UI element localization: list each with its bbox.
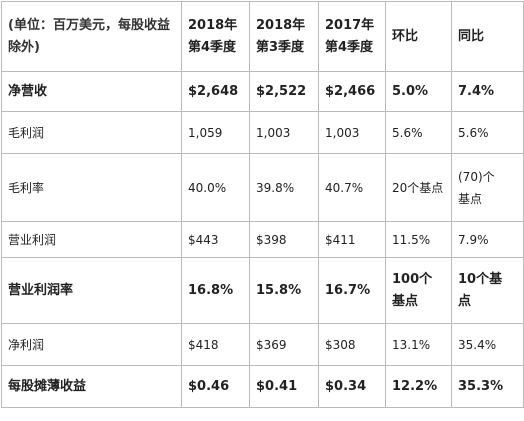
table-row: 毛利润 1,059 1,003 1,003 5.6% 5.6% [1,111,524,154]
table-cell: 1,003 [249,111,319,154]
table-cell: 环比 [385,1,452,72]
table-cell: 5.0% [385,71,452,112]
table-row: 营业利润率 16.8% 15.8% 16.7% 100个 基点 10个基点 [1,257,524,324]
table-cell: 15.8% [249,257,319,324]
page: (单位：百万美元，每股收益除外) 2018年 第4季度 2018年 第3季度 2017年第… [0,1,524,408]
cell-line: 2018年 [256,17,306,33]
table-cell: 同比 [451,1,524,72]
table-cell: 营业利润率 [1,257,182,324]
cell-line: 2017年 [325,17,375,33]
table-cell: $2,648 [181,71,250,112]
table-cell: $398 [249,221,319,258]
table-cell: 毛利润 [1,111,182,154]
cell-line: 100个 [392,271,433,287]
table-cell: 1,059 [181,111,250,154]
table-row: 营业利润 $443 $398 $411 11.5% 7.9% [1,221,524,258]
table-cell: 1,003 [318,111,386,154]
cell-line: 10个基 [458,271,503,287]
table-cell: $0.46 [181,365,250,408]
table-cell: 16.7% [318,257,386,324]
table-cell: 40.0% [181,153,250,222]
table-cell: 2018年第3季度 [249,1,319,72]
table-cell: 2017年第4季度 [318,1,386,72]
cell-line: 第4季度 [188,39,237,55]
table-row: 净营收 $2,648 $2,522 $2,466 5.0% 7.4% [1,71,524,112]
table-body: (单位：百万美元，每股收益除外) 2018年 第4季度 2018年 第3季度 2017年第… [1,1,524,408]
table-cell: $2,522 [249,71,319,112]
cell-line: 第3季度 [256,39,305,55]
table-cell: 每股摊薄收益 [1,365,182,408]
table-cell: 12.2% [385,365,452,408]
table-cell: 毛利率 [1,153,182,222]
table-row: 净利润 $418 $369 $308 13.1% 35.4% [1,323,524,366]
table-row: 毛利率 40.0% 39.8% 40.7% 20个基点 (70)个 基点 [1,153,524,222]
table-cell: 2018年第4季度 [181,1,250,72]
table-cell: 100个基点 [385,257,452,324]
table-cell: 11.5% [385,221,452,258]
table-cell: 35.3% [451,365,524,408]
table-cell: 40.7% [318,153,386,222]
table-cell: 7.9% [451,221,524,258]
table-cell: $418 [181,323,250,366]
table-cell: 7.4% [451,71,524,112]
table-cell: 13.1% [385,323,452,366]
table-cell: 10个基点 [451,257,524,324]
cell-line: 基点 [392,293,419,309]
table-cell: $308 [318,323,386,366]
table-cell: 39.8% [249,153,319,222]
financial-table: (单位：百万美元，每股收益除外) 2018年 第4季度 2018年 第3季度 2017年第… [1,1,524,408]
table-cell: (单位：百万美元，每股收益除外) [1,1,182,72]
table-cell: $2,466 [318,71,386,112]
cell-line: 第4季度 [325,39,374,55]
table-cell: $369 [249,323,319,366]
table-cell: 20个基点 [385,153,452,222]
header-row: (单位：百万美元，每股收益除外) 2018年 第4季度 2018年 第3季度 2017年第… [1,1,524,72]
cell-line: 2018年 [188,17,238,33]
cell-line: 基点 [458,191,483,206]
cell-line: (70)个 [458,169,495,184]
table-cell: 5.6% [451,111,524,154]
table-cell: 16.8% [181,257,250,324]
table-cell: $443 [181,221,250,258]
table-row: 每股摊薄收益 $0.46 $0.41 $0.34 12.2% 35.3% [1,365,524,408]
cell-line: 点 [458,293,472,309]
table-cell: (70)个基点 [451,153,524,222]
table-cell: 35.4% [451,323,524,366]
table-cell: 净营收 [1,71,182,112]
table-cell: $0.34 [318,365,386,408]
table-cell: 5.6% [385,111,452,154]
table-cell: 净利润 [1,323,182,366]
table-cell: $0.41 [249,365,319,408]
table-cell: 营业利润 [1,221,182,258]
table-cell: $411 [318,221,386,258]
